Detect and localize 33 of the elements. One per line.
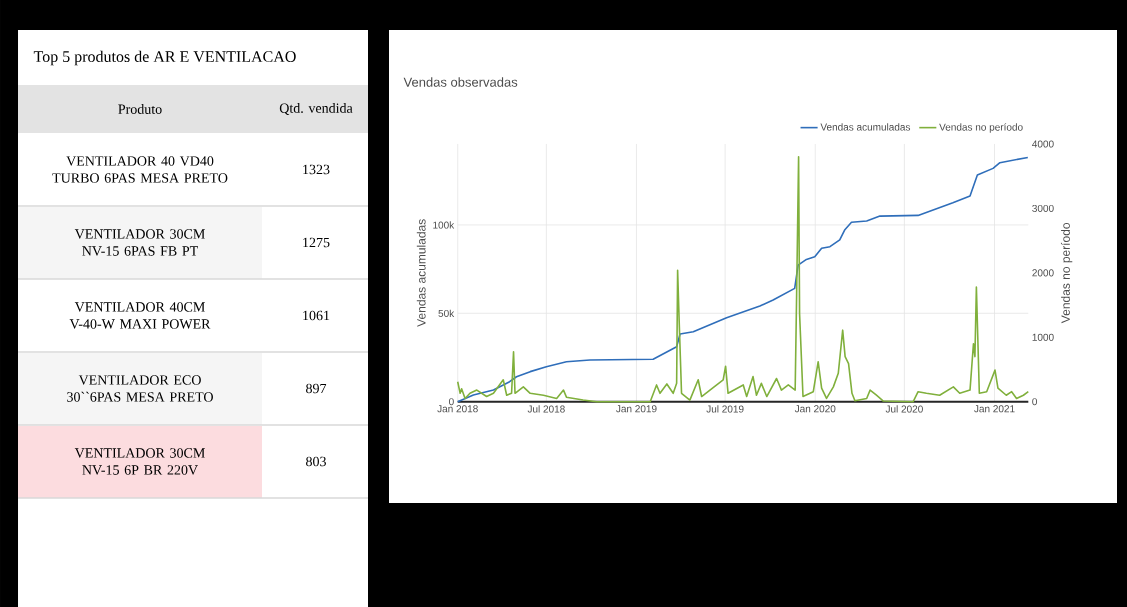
y2-tick-label: 4000 [1032, 140, 1054, 148]
data-label: 1061 [303, 310, 330, 321]
category-label: VENTILADOR 40 VD40 TURBO 6PAS MESA PRETO [52, 156, 228, 183]
y2-tick-label: 3000 [1032, 204, 1054, 212]
data-label: 897 [306, 383, 327, 394]
text: Produto [118, 104, 162, 114]
x-tick-label: Jul 2020 [885, 405, 923, 413]
y2-tick-label: 2000 [1032, 269, 1054, 277]
category-label: VENTILADOR ECO 30``6PAS MESA PRETO [67, 375, 213, 402]
x-tick-label: Jan 2020 [794, 405, 836, 413]
y2-tick-label: 0 [1032, 398, 1038, 406]
data-label: 1323 [303, 164, 330, 175]
category-label: VENTILADOR 30CM NV-15 6PAS FB PT [74, 229, 205, 256]
data-label: 1275 [303, 237, 330, 248]
x-tick-label: Jan 2018 [437, 405, 478, 413]
legend-label: Vendas acumuladas [820, 123, 911, 131]
category-label: VENTILADOR 30CM NV-15 6P BR 220V [74, 448, 205, 475]
x-tick-label: Jul 2018 [527, 405, 565, 413]
x-tick-label: Jan 2019 [616, 405, 657, 413]
legend-label: Vendas no período [939, 123, 1023, 133]
data-label: 803 [306, 456, 326, 467]
chart-title: Vendas observadas [403, 77, 518, 87]
category-label: VENTILADOR 40CM V-40-W MAXI POWER [69, 302, 211, 329]
y2-axis-title: Vendas no período [1060, 223, 1073, 324]
x-tick-label: Jan 2021 [974, 405, 1015, 413]
text: Qtd. vendida [279, 102, 353, 115]
y-tick-label: 50k [438, 309, 455, 317]
y2-tick-label: 1000 [1032, 333, 1054, 341]
text: Top 5 produtos de AR E VENTILACAO [33, 50, 296, 66]
y-tick-label: 0 [449, 398, 454, 406]
x-tick-label: Jul 2019 [706, 405, 744, 413]
y-axis-title: Vendas acumuladas [416, 219, 426, 327]
y-tick-label: 100k [433, 221, 455, 229]
